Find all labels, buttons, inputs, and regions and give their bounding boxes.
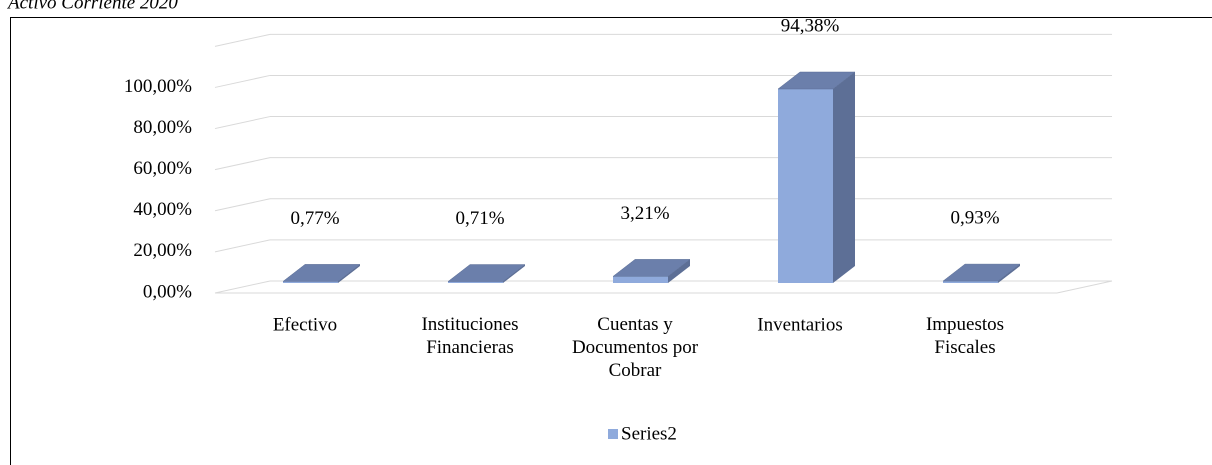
data-label: 0,77% bbox=[290, 208, 339, 229]
legend-label: Series2 bbox=[621, 423, 677, 444]
bar-top bbox=[777, 71, 856, 90]
grid-line bbox=[214, 116, 271, 130]
floor-line bbox=[1056, 280, 1113, 294]
grid-line bbox=[214, 280, 271, 294]
grid-line bbox=[214, 74, 271, 88]
grid-line bbox=[214, 157, 271, 171]
grid-line bbox=[214, 33, 271, 47]
y-tick-label: 60,00% bbox=[133, 158, 192, 179]
x-tick-label: Efectivo bbox=[273, 314, 337, 335]
grid-line bbox=[214, 239, 271, 253]
y-tick-label: 40,00% bbox=[133, 199, 192, 220]
bar-side bbox=[668, 259, 690, 283]
chart-frame bbox=[10, 17, 1212, 465]
bar-top bbox=[942, 263, 1021, 282]
data-label: 94,38% bbox=[781, 15, 840, 36]
bar-side bbox=[503, 264, 525, 283]
legend-swatch bbox=[608, 429, 618, 439]
y-tick-label: 100,00% bbox=[124, 76, 192, 97]
x-tick-label: Impuestos Fiscales bbox=[926, 314, 1004, 358]
bar-side bbox=[338, 264, 360, 283]
bar-side bbox=[998, 264, 1020, 283]
x-tick-label: Inventarios bbox=[757, 314, 842, 335]
bar bbox=[943, 281, 998, 283]
bar-top bbox=[447, 264, 526, 282]
bar bbox=[613, 276, 668, 283]
bar-top bbox=[612, 259, 691, 277]
bar-side bbox=[833, 72, 855, 283]
data-label: 0,93% bbox=[950, 207, 999, 228]
grid-line bbox=[214, 198, 271, 212]
y-tick-label: 0,00% bbox=[143, 281, 192, 302]
bar-top bbox=[282, 264, 361, 282]
x-tick-label: Cuentas y Documentos por Cobrar bbox=[572, 314, 699, 381]
x-tick-label: Instituciones Financieras bbox=[421, 314, 518, 358]
y-tick-label: 80,00% bbox=[133, 117, 192, 138]
bar bbox=[448, 281, 503, 283]
data-label: 0,71% bbox=[455, 208, 504, 229]
bar bbox=[283, 281, 338, 283]
data-label: 3,21% bbox=[620, 203, 669, 224]
y-tick-label: 20,00% bbox=[133, 240, 192, 261]
chart-title: Activo Corriente 2020 bbox=[6, 0, 178, 13]
bar bbox=[778, 89, 833, 283]
